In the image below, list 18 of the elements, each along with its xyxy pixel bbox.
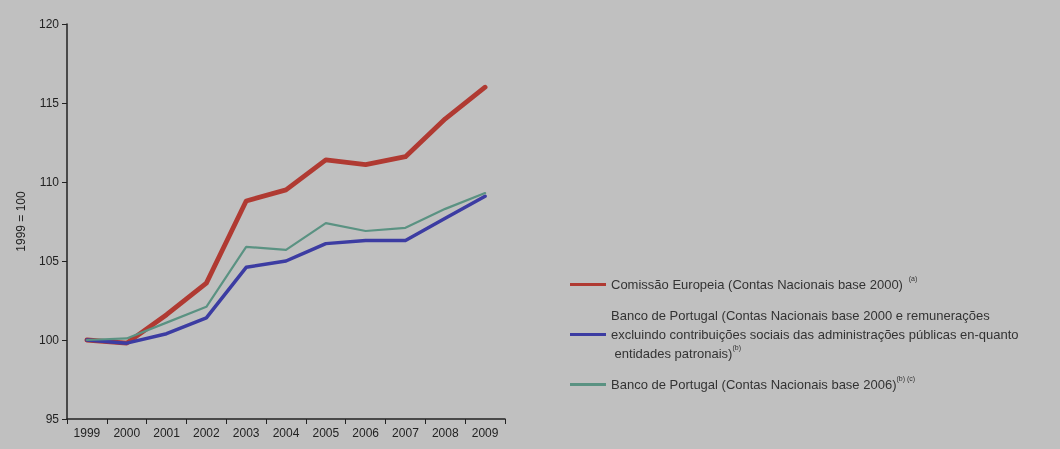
x-tick-label: 2008 bbox=[431, 426, 459, 440]
y-tick-label: 115 bbox=[39, 96, 60, 110]
y-tick-label: 105 bbox=[38, 254, 60, 268]
y-tick-label: 100 bbox=[38, 333, 60, 347]
y-axis-title: 1999 = 100 bbox=[14, 190, 28, 252]
x-tick-label: 2003 bbox=[232, 426, 260, 440]
x-tick-label: 2005 bbox=[312, 426, 340, 440]
x-tick-label: 2009 bbox=[471, 426, 499, 440]
x-tick-label: 2001 bbox=[153, 426, 181, 440]
x-tick-label: 2004 bbox=[272, 426, 300, 440]
y-tick-label: 95 bbox=[45, 412, 60, 426]
x-tick-label: 1999 bbox=[73, 426, 101, 440]
x-tick-label: 2006 bbox=[352, 426, 380, 440]
x-tick-label: 2007 bbox=[392, 426, 420, 440]
y-tick-label: 110 bbox=[39, 175, 60, 189]
y-tick-label: 120 bbox=[38, 17, 60, 31]
x-tick-label: 2000 bbox=[113, 426, 141, 440]
x-tick-label: 2002 bbox=[193, 426, 221, 440]
